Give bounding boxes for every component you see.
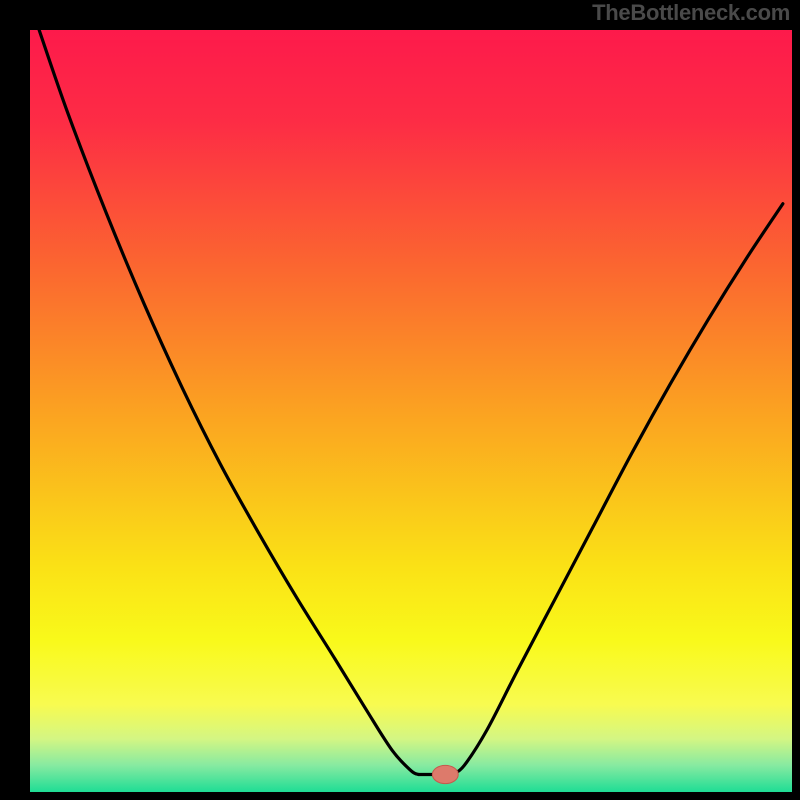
watermark-text: TheBottleneck.com [592,0,790,26]
bottleneck-chart [0,0,800,800]
chart-container: TheBottleneck.com [0,0,800,800]
